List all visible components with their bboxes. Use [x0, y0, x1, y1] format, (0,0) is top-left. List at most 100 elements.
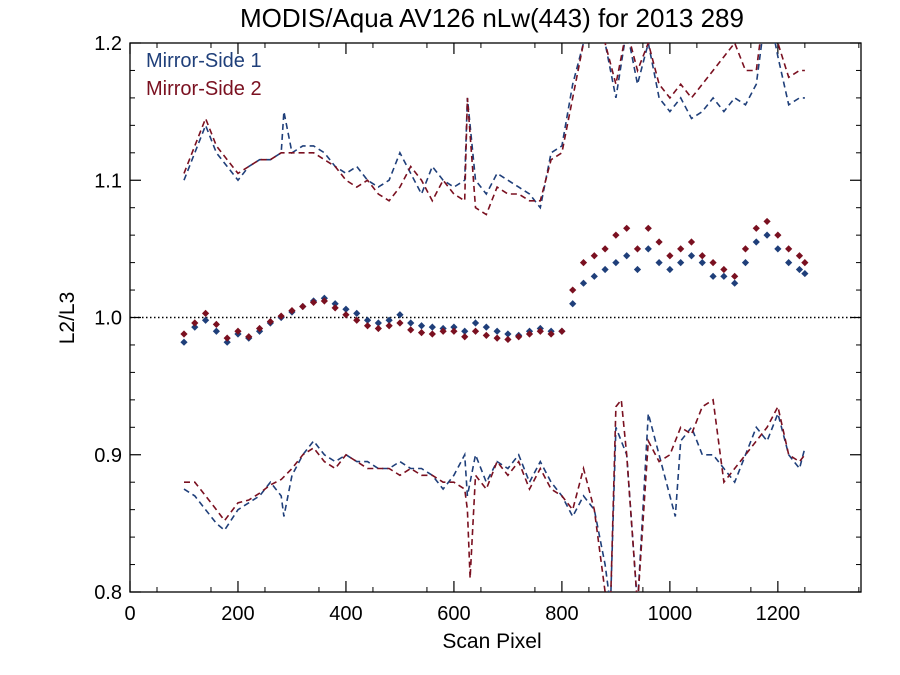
data-point-mirror-side-2 [666, 252, 674, 260]
data-point-mirror-side-2 [407, 326, 415, 334]
data-point-mirror-side-1 [687, 252, 696, 260]
data-point-mirror-side-2 [223, 334, 231, 342]
series-line-mirror-side-2-upper [183, 43, 805, 216]
data-point-mirror-side-2 [623, 224, 631, 232]
x-tick-label: 1200 [756, 603, 801, 625]
y-tick-label: 1.1 [94, 170, 122, 192]
series-line-mirror-side-1-lower [183, 411, 806, 592]
data-point-mirror-side-2 [590, 252, 598, 260]
data-point-mirror-side-1 [407, 319, 415, 327]
data-point-mirror-side-2 [612, 231, 620, 239]
data-point-mirror-side-1 [590, 272, 598, 280]
data-point-mirror-side-2 [720, 265, 728, 274]
data-point-mirror-side-1 [655, 259, 663, 267]
data-point-mirror-side-2 [277, 312, 285, 320]
data-point-mirror-side-1 [709, 272, 717, 280]
data-point-mirror-side-1 [180, 338, 188, 346]
data-point-mirror-side-2 [320, 297, 328, 305]
x-tick-label: 0 [124, 603, 135, 625]
data-point-mirror-side-1 [801, 269, 809, 278]
data-point-mirror-side-2 [677, 245, 685, 253]
data-point-mirror-side-1 [698, 259, 706, 267]
x-tick-label: 600 [437, 603, 470, 625]
data-point-mirror-side-1 [385, 316, 393, 324]
data-point-mirror-side-2 [536, 327, 544, 335]
x-tick-label: 800 [545, 603, 578, 625]
data-point-mirror-side-2 [687, 238, 696, 246]
data-point-mirror-side-1 [731, 279, 739, 287]
series-line-mirror-side-1-upper [183, 43, 805, 210]
chart-title: MODIS/Aqua AV126 nLw(443) for 2013 289 [240, 3, 744, 33]
data-point-mirror-side-2 [709, 259, 717, 267]
x-tick-label: 1000 [648, 603, 693, 625]
y-tick-label: 0.8 [94, 582, 122, 604]
y-tick-label: 0.9 [94, 445, 122, 467]
y-tick-label: 1.0 [94, 308, 122, 330]
data-point-mirror-side-1 [666, 265, 674, 274]
data-point-mirror-side-1 [504, 330, 512, 338]
data-point-mirror-side-2 [655, 238, 663, 246]
data-point-mirror-side-2 [385, 322, 393, 330]
data-point-mirror-side-1 [774, 245, 782, 253]
data-point-mirror-side-2 [450, 327, 458, 335]
data-point-mirror-side-2 [353, 316, 361, 324]
data-point-mirror-side-1 [601, 265, 609, 274]
data-point-mirror-side-2 [752, 224, 760, 232]
data-point-mirror-side-2 [644, 224, 652, 232]
data-point-mirror-side-2 [785, 245, 793, 253]
data-point-mirror-side-2 [288, 307, 296, 315]
data-point-mirror-side-1 [633, 265, 642, 274]
data-point-mirror-side-1 [752, 238, 760, 246]
data-point-mirror-side-1 [785, 259, 793, 267]
data-point-mirror-side-2 [245, 333, 253, 341]
data-point-mirror-side-1 [493, 327, 501, 335]
data-point-mirror-side-2 [234, 327, 242, 335]
y-axis-label: L2/L3 [56, 292, 79, 345]
data-point-mirror-side-2 [515, 333, 523, 341]
data-point-mirror-side-2 [374, 324, 382, 333]
plot-area: 0 200 400 600 800 1000 1200 0.8 0.9 1.0 1.1 1.2 Mirr… [94, 33, 862, 625]
data-point-mirror-side-2 [493, 334, 501, 342]
data-point-mirror-side-2 [569, 286, 577, 294]
data-point-mirror-side-1 [363, 316, 372, 324]
data-point-mirror-side-2 [633, 245, 642, 253]
data-point-mirror-side-2 [342, 311, 350, 319]
data-point-mirror-side-2 [363, 322, 372, 330]
data-point-mirror-side-2 [482, 331, 490, 339]
data-point-mirror-side-1 [795, 265, 804, 274]
data-point-mirror-side-2 [801, 259, 809, 267]
data-point-mirror-side-1 [644, 245, 652, 253]
data-point-mirror-side-1 [569, 300, 577, 308]
data-point-mirror-side-2 [428, 330, 436, 338]
data-point-mirror-side-2 [795, 252, 804, 260]
data-point-mirror-side-1 [461, 327, 469, 335]
data-point-mirror-side-2 [558, 327, 566, 335]
data-point-mirror-side-2 [601, 245, 609, 253]
data-point-mirror-side-2 [471, 327, 480, 335]
data-point-mirror-side-2 [741, 245, 750, 253]
data-point-mirror-side-2 [439, 327, 447, 335]
data-point-mirror-side-2 [266, 318, 274, 326]
data-point-mirror-side-1 [677, 259, 685, 267]
data-point-mirror-side-2 [525, 330, 534, 338]
legend-entry-2: Mirror-Side 2 [146, 78, 262, 100]
data-point-mirror-side-2 [212, 320, 220, 328]
data-point-mirror-side-1 [450, 323, 458, 331]
data-point-mirror-side-2 [763, 217, 771, 226]
data-point-mirror-side-1 [396, 311, 404, 319]
data-point-mirror-side-2 [461, 333, 469, 341]
data-point-mirror-side-2 [698, 252, 706, 260]
data-point-mirror-side-2 [579, 259, 588, 267]
data-point-mirror-side-2 [547, 330, 555, 338]
x-tick-label: 400 [329, 603, 362, 625]
data-point-mirror-side-1 [417, 322, 426, 330]
data-point-mirror-side-2 [309, 298, 318, 307]
data-point-mirror-side-2 [396, 319, 404, 327]
data-point-mirror-side-2 [299, 302, 307, 311]
x-tick-label: 200 [221, 603, 254, 625]
legend-entry-1: Mirror-Side 1 [146, 50, 262, 72]
data-point-mirror-side-1 [223, 338, 231, 346]
data-point-mirror-side-2 [191, 319, 199, 327]
